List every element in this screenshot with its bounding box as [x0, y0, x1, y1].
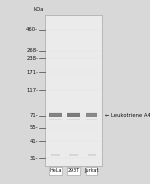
- Bar: [49, 113, 62, 117]
- Bar: [86, 113, 98, 117]
- Bar: [67, 167, 80, 175]
- Bar: [86, 119, 98, 121]
- Text: 71-: 71-: [30, 113, 38, 118]
- Text: 238-: 238-: [26, 56, 38, 61]
- Bar: [88, 154, 96, 156]
- Bar: [67, 112, 80, 114]
- Text: kDa: kDa: [33, 7, 43, 12]
- Text: 460-: 460-: [26, 27, 38, 32]
- Bar: [45, 15, 102, 166]
- Text: 31-: 31-: [30, 155, 38, 161]
- Bar: [67, 119, 80, 121]
- Text: 55-: 55-: [30, 125, 38, 130]
- Text: Jurkat: Jurkat: [84, 168, 99, 174]
- Text: 268-: 268-: [26, 48, 38, 53]
- Text: HeLa: HeLa: [49, 168, 62, 174]
- Text: 293T: 293T: [67, 168, 80, 174]
- Text: 117-: 117-: [26, 88, 38, 93]
- Bar: [86, 167, 98, 175]
- Bar: [49, 112, 62, 114]
- Bar: [51, 154, 60, 156]
- Bar: [49, 119, 62, 121]
- Text: ← Leukotriene A4 Hydrolase: ← Leukotriene A4 Hydrolase: [105, 113, 150, 118]
- Bar: [49, 167, 62, 175]
- Text: 171-: 171-: [26, 70, 38, 75]
- Bar: [69, 154, 78, 156]
- Bar: [86, 112, 98, 114]
- Text: 41-: 41-: [30, 139, 38, 144]
- Bar: [67, 113, 80, 117]
